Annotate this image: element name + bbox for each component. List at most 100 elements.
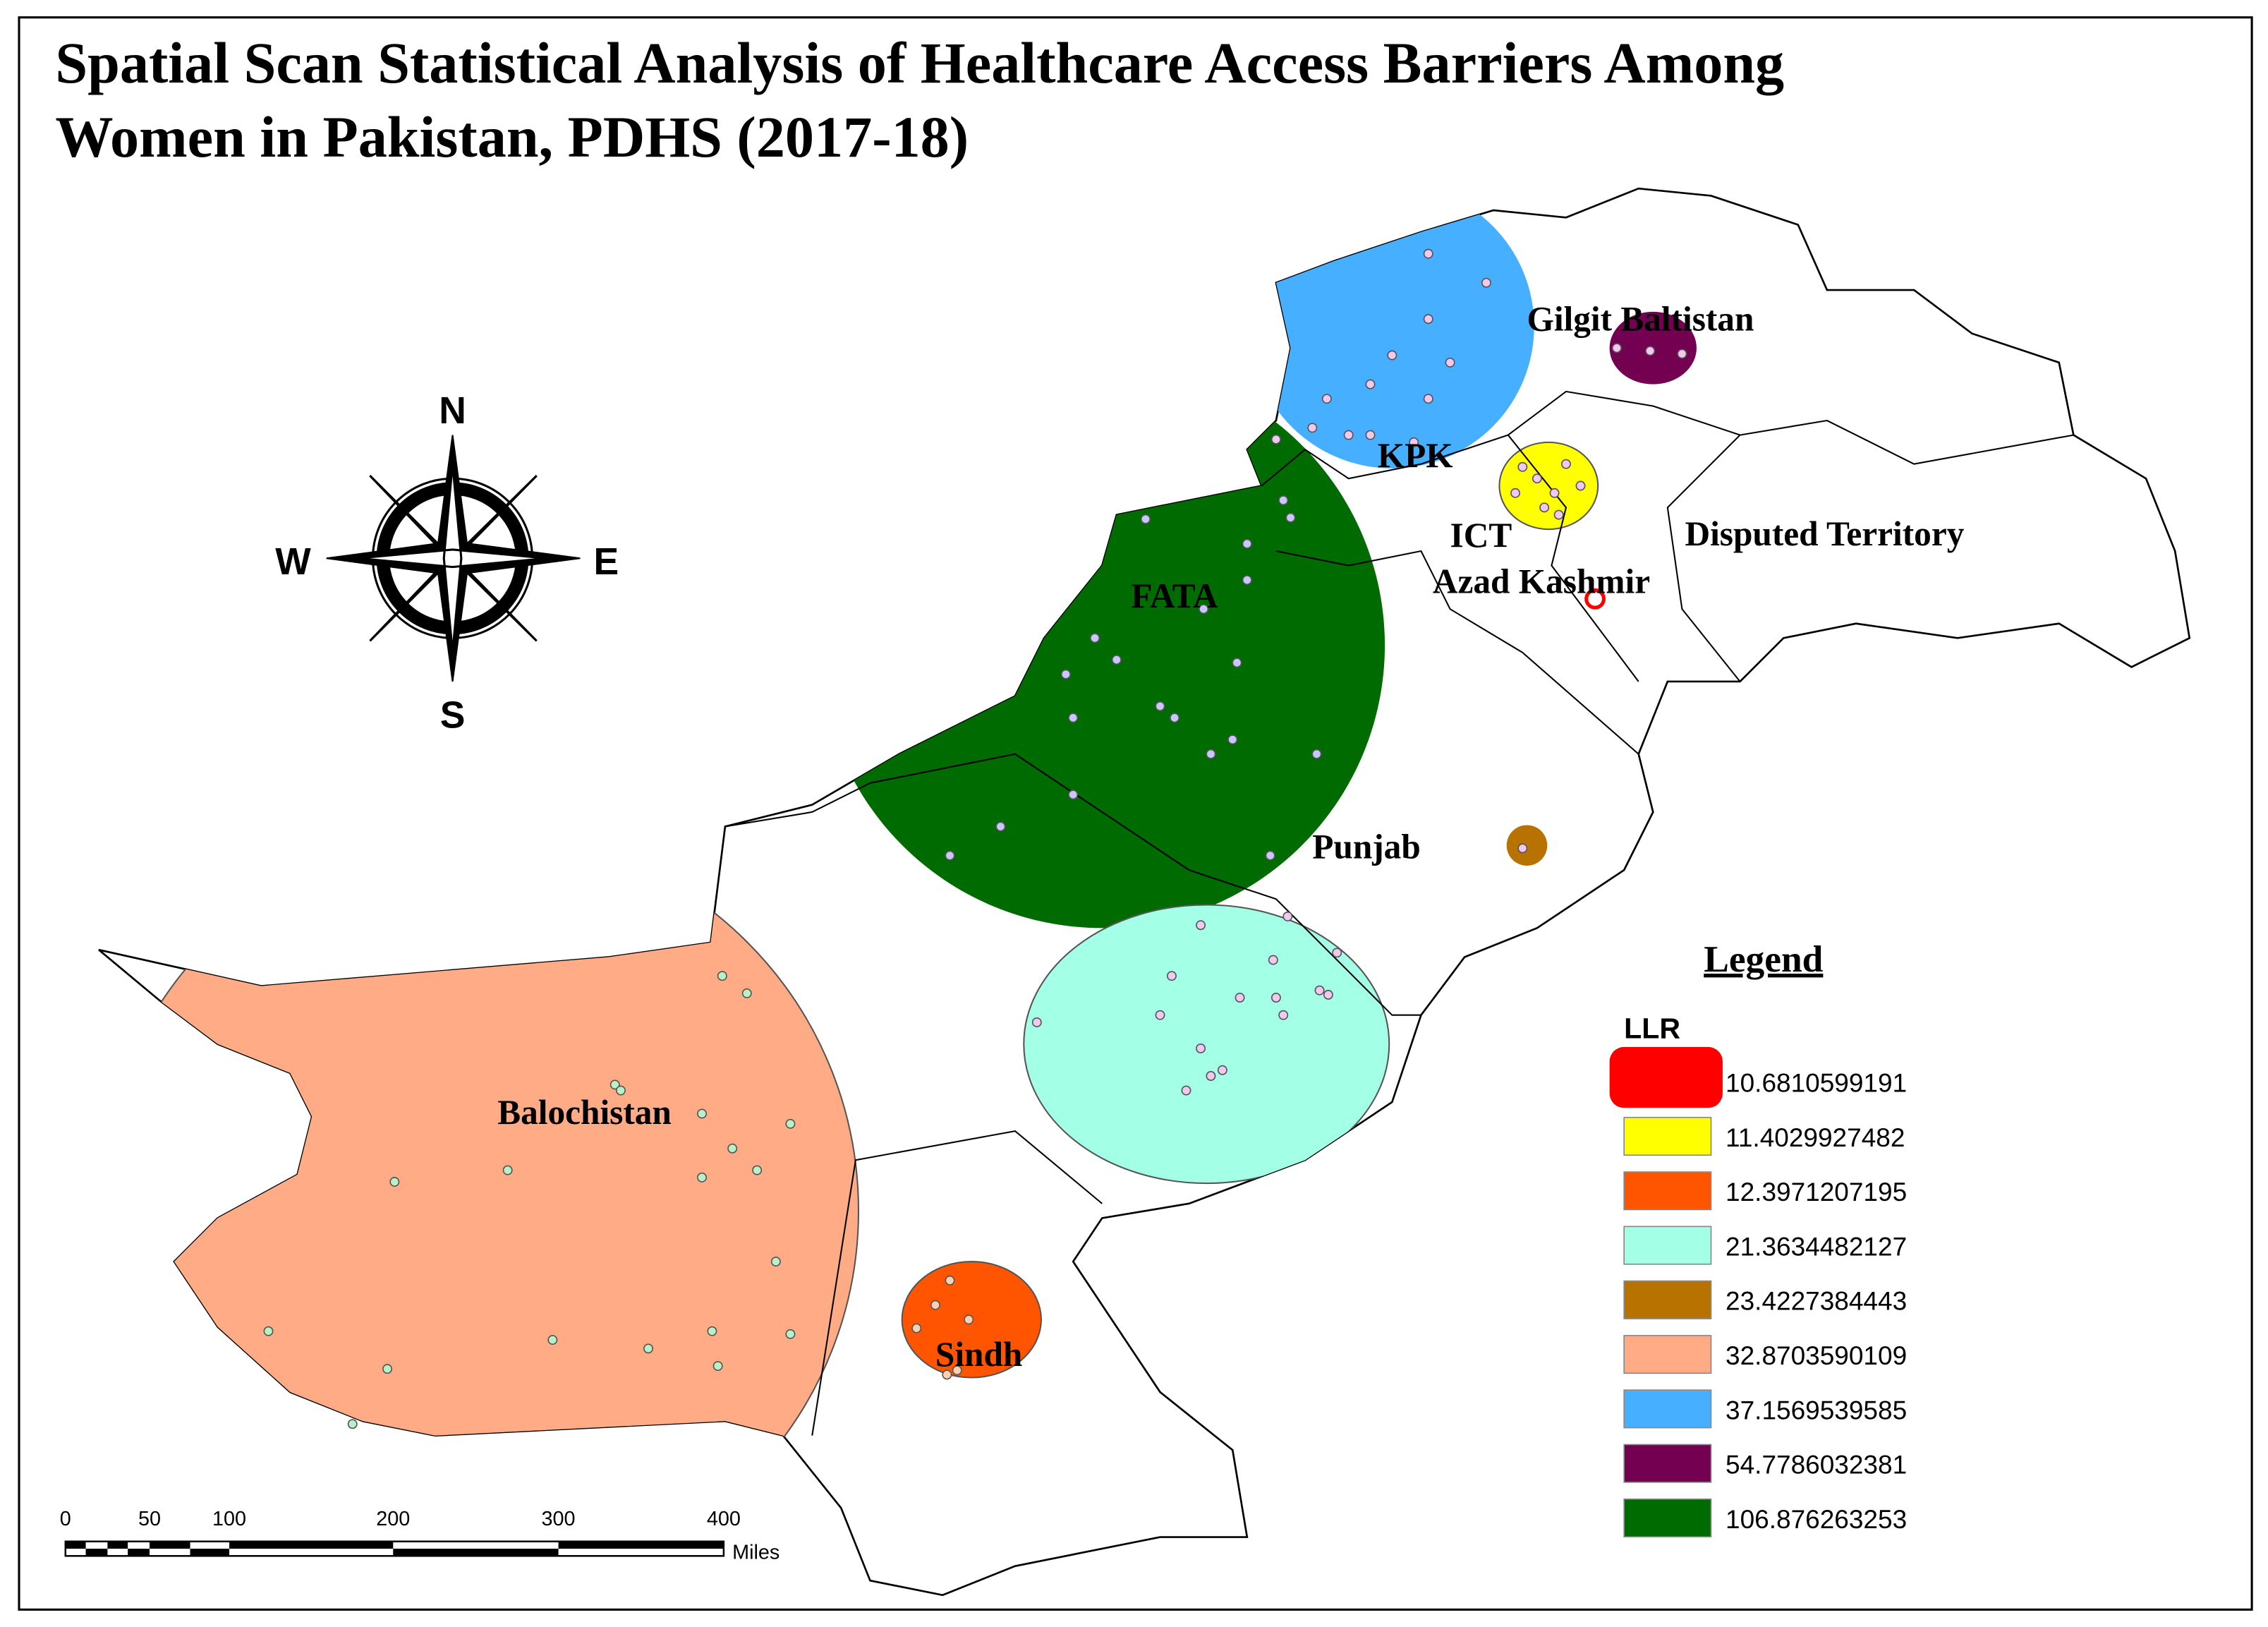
sample-points bbox=[263, 248, 1687, 1429]
sample-point bbox=[1282, 911, 1293, 921]
sample-point bbox=[1510, 488, 1521, 498]
sample-point bbox=[1321, 394, 1332, 404]
sample-point bbox=[1242, 538, 1252, 549]
sample-point bbox=[707, 1326, 717, 1336]
sample-point bbox=[1387, 350, 1397, 361]
legend-label: 11.4029927482 bbox=[1726, 1123, 1905, 1152]
sample-point bbox=[1271, 993, 1281, 1003]
title-line-2: Women in Pakistan, PDHS (2017-18) bbox=[55, 105, 969, 169]
legend-label: 37.1569539585 bbox=[1726, 1396, 1907, 1425]
sample-point bbox=[615, 1085, 626, 1096]
sample-point bbox=[1242, 575, 1252, 586]
legend-swatch bbox=[1623, 1116, 1712, 1156]
sample-point bbox=[1343, 430, 1354, 440]
compass-w: W bbox=[275, 541, 311, 583]
sample-point bbox=[727, 1143, 738, 1154]
sample-point bbox=[1031, 1017, 1042, 1027]
scale-label: 400 bbox=[707, 1508, 741, 1530]
sample-point bbox=[1553, 509, 1564, 520]
sample-point bbox=[263, 1326, 274, 1336]
sample-point bbox=[1517, 843, 1528, 854]
scale-bar: 0 50 100 200 300 400 Miles bbox=[60, 1508, 780, 1564]
sample-point bbox=[697, 1108, 708, 1119]
region-label: Azad Kashmir bbox=[1433, 562, 1650, 601]
sample-point bbox=[1311, 749, 1322, 759]
sample-point bbox=[1532, 473, 1542, 484]
sample-point bbox=[942, 1369, 952, 1380]
scale-label: 100 bbox=[212, 1508, 246, 1530]
sample-point bbox=[770, 1257, 781, 1267]
scale-bar-segment bbox=[65, 1541, 86, 1549]
sample-point bbox=[911, 1323, 922, 1333]
sample-point bbox=[547, 1335, 558, 1345]
cluster bbox=[1506, 825, 1548, 866]
legend-swatch bbox=[1623, 1171, 1712, 1211]
scale-label: 0 bbox=[60, 1508, 71, 1530]
legend-subtitle: LLR bbox=[1624, 1012, 1680, 1045]
scale-bar-segment bbox=[190, 1549, 230, 1556]
sample-point bbox=[1199, 604, 1209, 615]
legend-swatch bbox=[1623, 1280, 1712, 1319]
sample-point bbox=[1196, 1043, 1206, 1053]
sample-point bbox=[502, 1165, 513, 1175]
sample-point bbox=[643, 1343, 653, 1354]
sample-point bbox=[741, 988, 752, 998]
cluster bbox=[1584, 588, 1606, 610]
legend-label: 54.7786032381 bbox=[1726, 1451, 1907, 1480]
sample-point bbox=[1111, 655, 1122, 665]
sample-point bbox=[1409, 437, 1419, 447]
sample-point bbox=[1090, 633, 1100, 643]
sample-point bbox=[1517, 461, 1528, 472]
region-label: FATA bbox=[1131, 576, 1218, 615]
region-label: Disputed Territory bbox=[1685, 514, 1964, 553]
sample-point bbox=[1166, 971, 1177, 981]
region-label: Gilgit Baltistan bbox=[1527, 300, 1754, 339]
sample-point bbox=[1285, 512, 1296, 523]
sample-point bbox=[1217, 1065, 1227, 1075]
scale-bar-segment bbox=[393, 1549, 559, 1556]
sample-point bbox=[1332, 948, 1342, 958]
sample-point bbox=[1611, 343, 1622, 353]
sample-point bbox=[995, 821, 1006, 832]
sample-point bbox=[697, 1172, 708, 1183]
region-label: Sindh bbox=[935, 1335, 1022, 1374]
legend-swatch bbox=[1623, 1389, 1712, 1429]
frame bbox=[18, 16, 2253, 1611]
sample-point bbox=[1235, 993, 1245, 1003]
region-label: Punjab bbox=[1312, 828, 1420, 866]
scale-label: 200 bbox=[376, 1508, 410, 1530]
legend-label: 32.8703590109 bbox=[1726, 1341, 1907, 1370]
sample-point bbox=[945, 850, 955, 861]
sample-point bbox=[1140, 514, 1151, 524]
scale-label: 300 bbox=[542, 1508, 576, 1530]
title-line-1: Spatial Scan Statistical Analysis of Hea… bbox=[55, 31, 1784, 95]
scale-bar-segment bbox=[149, 1541, 190, 1549]
sample-point bbox=[1481, 277, 1491, 288]
sample-point bbox=[945, 1275, 955, 1286]
sample-point bbox=[1549, 488, 1560, 498]
sample-point bbox=[1307, 423, 1318, 433]
cluster bbox=[1023, 904, 1390, 1185]
sample-point bbox=[1365, 430, 1376, 440]
sample-point bbox=[964, 1314, 974, 1325]
cluster bbox=[1249, 188, 1534, 468]
sample-point bbox=[1423, 314, 1433, 325]
scale-bar-segment bbox=[558, 1541, 724, 1549]
sample-point bbox=[1278, 1010, 1289, 1020]
sample-point bbox=[1365, 379, 1376, 389]
sample-point bbox=[1314, 985, 1325, 996]
sample-point bbox=[785, 1118, 796, 1129]
cluster bbox=[99, 830, 860, 1592]
sample-point bbox=[1155, 701, 1165, 711]
sample-point bbox=[1323, 989, 1333, 1000]
sample-point bbox=[389, 1177, 400, 1187]
sample-point bbox=[1181, 1085, 1191, 1096]
legend-label: 21.3634482127 bbox=[1726, 1232, 1907, 1261]
sample-point bbox=[1539, 502, 1550, 513]
sample-point bbox=[1232, 658, 1242, 668]
legend-swatch bbox=[1623, 1498, 1712, 1537]
sample-point bbox=[1155, 1010, 1165, 1020]
sample-point bbox=[610, 1079, 620, 1090]
sample-point bbox=[1645, 346, 1656, 356]
